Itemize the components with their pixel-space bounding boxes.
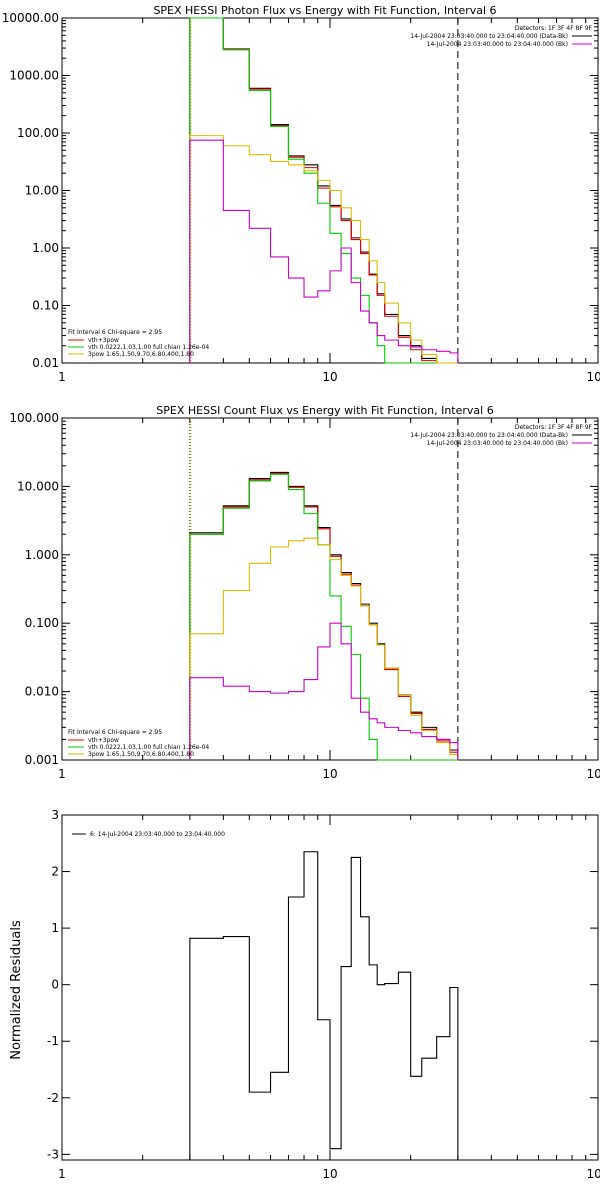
- photon-vertical-lines: [189, 18, 459, 363]
- y-tick-label: 10.00: [25, 184, 59, 198]
- series-step-line-2: [189, 17, 458, 364]
- y-tick-label: -3: [47, 1147, 59, 1161]
- series-step-line-0: [189, 471, 459, 760]
- count-legend-item-0: 14-Jul-2004 23:03:40.000 to 23:04:40.000…: [410, 432, 568, 439]
- series-step-line-2: [189, 473, 458, 761]
- series-step-line-3: [189, 537, 459, 760]
- photon-y-ticks: 10000.00 1000.00 100.00 10.00 1.00 0.10 0.01: [2, 11, 598, 370]
- count-legend: Detectors: 1F 3F 4F 8F 9F 14-Jul-2004 23…: [410, 424, 592, 447]
- y-tick-label: 3: [51, 808, 59, 822]
- y-tick-label: 10000.00: [2, 11, 59, 25]
- y-tick-label: 0: [51, 978, 59, 992]
- y-tick-label: 2: [51, 865, 59, 879]
- x-tick-label: 100: [587, 1167, 600, 1181]
- y-tick-label: 1000.00: [9, 69, 59, 83]
- count-fit-item-1: vth 0.0222,1.03,1.00 full chian 1.26e-04: [88, 744, 209, 751]
- photon-fit-item-2: 3pow 1.65,1.50,9.70,6.80,400,1.80: [88, 351, 194, 358]
- photon-legend: Detectors: 1F 3F 4F 8F 9F 14-Jul-2004 23…: [410, 25, 592, 48]
- y-tick-label: 0.100: [25, 616, 59, 630]
- photon-fit-legend: Fit Interval 6 Chi-square = 2.95 vth+3po…: [68, 329, 209, 358]
- photon-fit-header: Fit Interval 6 Chi-square = 2.95: [68, 329, 162, 336]
- count-fit-legend: Fit Interval 6 Chi-square = 2.95 vth+3po…: [68, 729, 209, 758]
- photon-series: [189, 17, 459, 364]
- count-legend-item-1: 14-Jul-2004 23:03:40.000 to 23:04:40.000…: [427, 440, 568, 447]
- y-tick-label: -2: [47, 1091, 59, 1105]
- series-step-line-1: [189, 17, 458, 364]
- x-tick-label: 10: [322, 1167, 337, 1181]
- series-step-line-4: [189, 622, 459, 760]
- series-step-line-0: [189, 17, 458, 364]
- photon-legend-item-1: 14-Jul-2004 23:03:40.000 to 23:04:40.000…: [427, 41, 568, 48]
- count-fit-header: Fit Interval 6 Chi-square = 2.95: [68, 729, 162, 736]
- y-tick-label: 1: [51, 921, 59, 935]
- count-flux-panel: SPEX HESSI Count Flux vs Energy with Fit…: [9, 404, 600, 781]
- photon-legend-header: Detectors: 1F 3F 4F 8F 9F: [515, 25, 593, 32]
- residuals-series: [189, 851, 459, 1160]
- count-fit-item-0: vth+3pow: [88, 737, 119, 744]
- series-step-line-4: [189, 139, 459, 363]
- series-step-line-1: [189, 472, 459, 760]
- x-tick-label: 1: [58, 370, 66, 384]
- y-tick-label: 0.010: [25, 685, 59, 699]
- x-tick-label: 100: [587, 767, 600, 781]
- y-tick-label: 10.000: [17, 479, 59, 493]
- y-tick-label: 0.10: [32, 299, 59, 313]
- count-series: [189, 471, 459, 761]
- residuals-legend: 6: 14-Jul-2004 23:03:40.000 to 23:04:40.…: [72, 831, 225, 838]
- y-tick-label: 1.00: [32, 241, 59, 255]
- count-vertical-lines: [189, 418, 459, 760]
- residuals-legend-item: 6: 14-Jul-2004 23:03:40.000 to 23:04:40.…: [90, 831, 225, 838]
- photon-legend-item-0: 14-Jul-2004 23:03:40.000 to 23:04:40.000…: [410, 33, 568, 40]
- residuals-y-ticks: 3 2 1 0 -1 -2 -3: [47, 808, 598, 1161]
- y-tick-label: -1: [47, 1034, 59, 1048]
- photon-flux-panel: SPEX HESSI Photon Flux vs Energy with Fi…: [2, 4, 600, 384]
- x-tick-label: 1: [58, 767, 66, 781]
- series-step-line-3: [189, 135, 458, 364]
- y-tick-label: 1.000: [25, 548, 59, 562]
- count-x-ticks: 1 10 100: [58, 418, 600, 781]
- residuals-x-ticks: 1 10 100: [58, 815, 600, 1181]
- residuals-y-axis-label: Normalized Residuals: [9, 920, 24, 1060]
- y-tick-label: 0.001: [25, 753, 59, 767]
- y-tick-label: 0.01: [32, 356, 59, 370]
- series-step-line-0: [189, 851, 459, 1160]
- count-fit-item-2: 3pow 1.65,1.50,9.70,6.80,400,1.80: [88, 751, 194, 758]
- photon-fit-item-1: vth 0.0222,1.03,1.00 full chian 1.26e-04: [88, 344, 209, 351]
- y-tick-label: 100.000: [9, 411, 59, 425]
- x-tick-label: 1: [58, 1167, 66, 1181]
- count-chart-title: SPEX HESSI Count Flux vs Energy with Fit…: [156, 404, 493, 417]
- count-y-ticks: 100.000 10.000 1.000 0.100 0.010 0.001: [9, 411, 598, 767]
- photon-fit-item-0: vth+3pow: [88, 337, 119, 344]
- photon-chart-title: SPEX HESSI Photon Flux vs Energy with Fi…: [153, 4, 496, 17]
- y-tick-label: 100.00: [17, 126, 59, 140]
- x-tick-label: 100: [587, 370, 600, 384]
- count-legend-header: Detectors: 1F 3F 4F 8F 9F: [515, 424, 593, 431]
- x-tick-label: 10: [322, 767, 337, 781]
- x-tick-label: 10: [322, 370, 337, 384]
